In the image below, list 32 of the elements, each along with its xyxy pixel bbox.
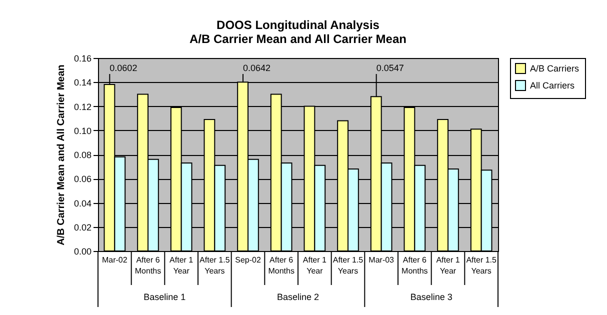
- text: Baseline 3: [410, 292, 452, 302]
- text: Baseline 1: [144, 292, 186, 302]
- x-tick-label: After 1.5 Years: [332, 256, 364, 276]
- x-tick-label: After 6 Months: [134, 256, 162, 276]
- y-axis-title: A/B Carrier Mean and All Carrier Mean: [56, 64, 67, 246]
- y-tick-label: 0.12: [74, 102, 92, 112]
- x-tick-label: After 1 Year: [170, 256, 194, 276]
- y-tick-label: 0.14: [74, 78, 92, 88]
- chart-title: DOOS Longitudinal Analysis: [216, 18, 380, 32]
- text: Baseline 2: [276, 292, 320, 302]
- legend-label: All Carriers: [530, 80, 576, 90]
- x-tick-label: After 1.5 Years: [466, 256, 497, 276]
- annotation: 0.0547: [376, 63, 404, 73]
- x-tick-label: After 1.5 Years: [200, 256, 230, 276]
- y-tick-label: 0.02: [74, 222, 92, 232]
- y-tick-label: 0.16: [74, 54, 92, 64]
- y-tick-label: 0.00: [74, 246, 92, 256]
- x-tick-label: Sep-02: [235, 256, 262, 264]
- chart-subtitle: A/B Carrier Mean and All Carrier Mean: [190, 32, 406, 46]
- x-tick-label: After 6 Months: [268, 256, 294, 276]
- annotation: 0.0642: [243, 63, 271, 73]
- y-tick-label: 0.06: [74, 174, 92, 184]
- x-tick-label: Mar-02: [102, 256, 128, 264]
- y-tick-label: 0.04: [74, 198, 92, 208]
- x-tick-label: After 6 Months: [402, 256, 428, 276]
- x-tick-label: Mar-03: [368, 256, 395, 264]
- annotation: 0.0602: [110, 63, 138, 73]
- y-tick-label: 0.10: [74, 126, 92, 136]
- x-tick-label: After 1 Year: [436, 256, 460, 276]
- legend-label: A/B Carriers: [530, 64, 580, 74]
- y-tick-label: 0.08: [74, 150, 92, 160]
- x-tick-label: After 1 Year: [302, 256, 327, 276]
